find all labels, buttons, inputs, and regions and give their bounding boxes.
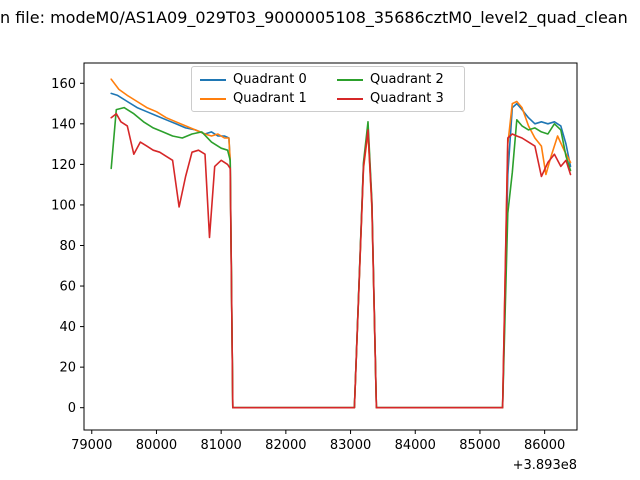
y-tick-label: 140	[51, 117, 76, 132]
y-tick-label: 80	[59, 239, 76, 254]
x-tick-label: 79000	[71, 438, 112, 453]
legend-swatch	[200, 97, 226, 100]
y-tick-label: 160	[51, 77, 76, 92]
x-tick-label: 83000	[330, 438, 371, 453]
y-tick-label: 60	[59, 280, 76, 295]
legend-entry-quadrant-0: Quadrant 0	[200, 72, 319, 87]
legend-entry-quadrant-3: Quadrant 3	[337, 91, 456, 106]
x-tick-label: 80000	[136, 438, 177, 453]
series-line-quadrant-1	[110, 78, 572, 409]
y-tick-label: 20	[59, 361, 76, 376]
x-tick-label: 82000	[265, 438, 306, 453]
axes-frame	[83, 62, 578, 431]
legend-label: Quadrant 0	[233, 72, 307, 87]
x-tick-label: 84000	[395, 438, 436, 453]
y-tick-label: 120	[51, 158, 76, 173]
legend-label: Quadrant 1	[233, 91, 307, 106]
legend-swatch	[337, 78, 363, 81]
y-tick-label: 100	[51, 198, 76, 213]
legend-entry-quadrant-1: Quadrant 1	[200, 91, 319, 106]
x-tick-label: 86000	[524, 438, 565, 453]
x-axis-offset-label: +3.893e8	[513, 458, 577, 473]
legend-swatch	[200, 78, 226, 81]
x-tick-label: 85000	[459, 438, 500, 453]
legend-entry-quadrant-2: Quadrant 2	[337, 72, 456, 87]
legend-label: Quadrant 2	[370, 72, 444, 87]
legend-swatch	[337, 97, 363, 100]
y-tick-label: 0	[68, 401, 76, 416]
series-line-quadrant-2	[110, 106, 572, 409]
y-tick-label: 40	[59, 320, 76, 335]
x-tick-label: 81000	[200, 438, 241, 453]
series-line-quadrant-3	[110, 112, 572, 409]
figure-title: n file: modeM0/AS1A09_029T03_9000005108_…	[0, 8, 628, 27]
series-line-quadrant-0	[110, 92, 572, 409]
chart-legend: Quadrant 0 Quadrant 1 Quadrant 2 Quadrant 3	[191, 66, 465, 112]
legend-label: Quadrant 3	[370, 91, 444, 106]
